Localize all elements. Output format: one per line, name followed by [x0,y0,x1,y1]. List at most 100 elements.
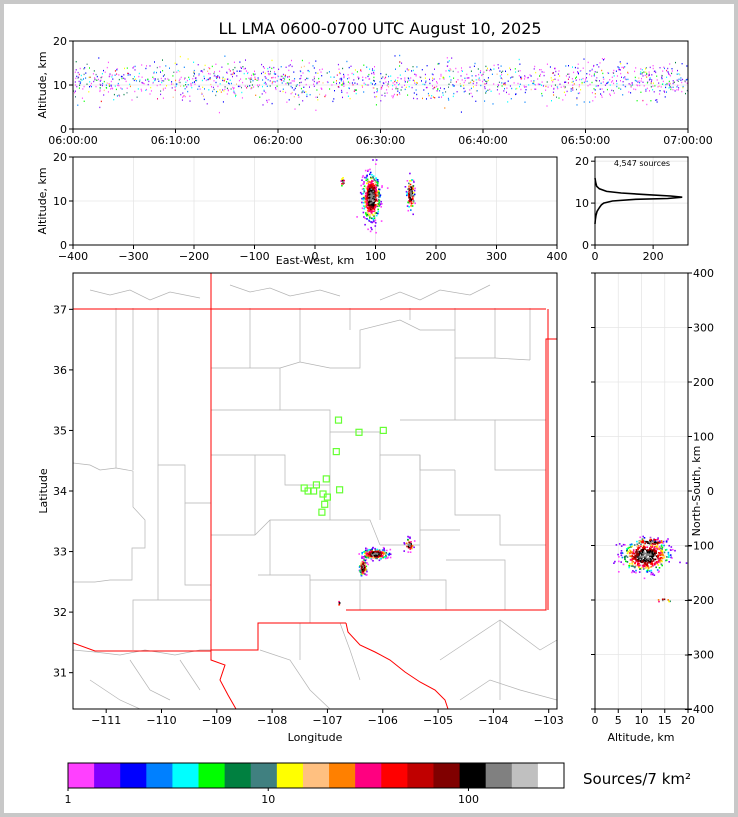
altitude-time-source [469,89,471,91]
altitude-time-source [228,83,230,85]
north-south-ytick-label: −300 [684,649,714,662]
north-south-source [624,544,626,546]
altitude-time-source [315,96,317,98]
map-xtick-label: −108 [257,714,287,727]
altitude-time-source [498,81,500,83]
altitude-time-source [620,80,621,82]
altitude-time-source [407,80,409,82]
north-south-source [639,545,642,548]
altitude-time-source [416,98,418,100]
altitude-time-source [267,73,269,75]
north-south-source [649,558,652,560]
altitude-time-source [375,83,377,85]
altitude-time-source [663,90,665,92]
altitude-time-source [182,96,184,98]
north-south-source [661,550,664,553]
east-west-source [380,200,382,203]
north-south-source [624,558,626,561]
altitude-time-source [509,85,511,87]
lma-station-marker [323,493,331,501]
north-south-source [648,549,650,551]
altitude-time-source [369,68,371,70]
altitude-time-source [388,75,390,78]
altitude-time-source [475,84,477,86]
altitude-time-source [286,82,288,84]
east-west-source [365,198,367,200]
altitude-time-source [572,80,574,83]
east-west-source [371,184,373,187]
north-south-source [654,539,657,541]
north-south-source [632,555,634,558]
altitude-time-source [373,91,375,94]
altitude-time-source [510,68,511,71]
altitude-time-source [88,91,90,93]
north-south-source [642,541,645,543]
altitude-time-source [599,80,600,82]
map-source [407,535,409,538]
altitude-time-source [440,73,442,76]
altitude-time-source [268,99,270,101]
altitude-time-source [266,85,268,87]
altitude-time-source [226,93,228,95]
map-source [370,558,373,561]
altitude-time-source [209,77,211,79]
east-west-source [379,194,382,196]
altitude-time-source [92,73,94,75]
altitude-time-source [575,77,576,79]
altitude-time-source [312,65,314,67]
altitude-time-source [332,100,334,103]
histogram-ytick-label: 10 [575,197,589,210]
altitude-time-source [197,88,199,90]
altitude-time-source [463,91,465,93]
altitude-time-source [651,74,653,76]
altitude-time-source [611,81,613,83]
east-west-source [368,200,371,203]
north-south-source [668,544,670,547]
east-west-source [367,185,369,187]
map-source [361,566,363,568]
altitude-time-source [576,88,577,91]
altitude-time-source [275,87,277,89]
histogram-ytick-label: 0 [582,239,589,252]
north-south-source [637,554,639,556]
altitude-time-source [147,83,149,86]
altitude-time-source [519,83,521,85]
altitude-time-source [594,89,596,91]
north-south-source [642,535,644,538]
east-west-source [364,194,367,197]
altitude-time-source [607,72,609,74]
altitude-time-source [408,69,410,71]
altitude-time-source [623,77,625,79]
map-source [368,552,371,554]
altitude-time-source [367,84,369,86]
east-west-source [365,186,368,189]
altitude-time-source [471,95,473,98]
east-west-source [367,194,369,197]
altitude-time-source [575,79,577,81]
north-south-source [631,571,633,574]
altitude-time-source [413,92,415,94]
altitude-time-source [165,65,167,67]
altitude-time-source [198,85,200,88]
east-west-source [372,206,374,208]
altitude-time-source [145,67,147,70]
altitude-time-source [350,65,352,67]
altitude-time-source [415,81,417,84]
altitude-time-source [624,85,626,88]
east-west-source [412,195,414,198]
map-source [359,565,361,567]
altitude-time-source [82,88,84,90]
altitude-time-source [80,81,82,83]
map-source [413,546,415,549]
east-west-source [370,210,373,213]
altitude-time-source [213,72,215,75]
altitude-time-source [601,96,603,98]
north-south-source [661,546,664,549]
altitude-time-source [123,74,125,76]
altitude-time-source [487,89,489,91]
altitude-time-source [450,79,452,81]
altitude-time-source [507,101,509,103]
altitude-time-source [425,81,427,84]
altitude-time-source [286,101,288,103]
